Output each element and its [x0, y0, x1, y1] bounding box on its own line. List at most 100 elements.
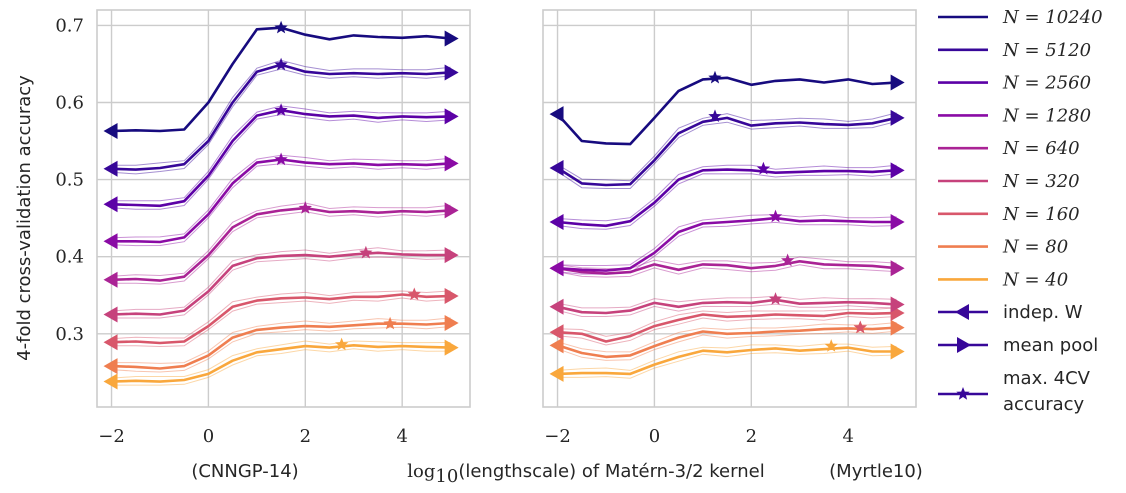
series-band-lower-1-6	[557, 315, 897, 346]
legend-label-2: N = 2560	[1002, 73, 1091, 94]
y-tick-label-0: 0.3	[55, 324, 84, 345]
x-axis-label-rest: (lengthscale) of Matérn-3/2 kernel	[458, 461, 764, 482]
max-star-0-6	[407, 287, 421, 301]
x-tick-label-1-0: −2	[544, 426, 571, 447]
meanpool-marker-0-7	[444, 314, 459, 331]
indep-marker-1-3	[549, 260, 564, 277]
max-star-1-1	[708, 109, 722, 122]
series-line-0-8	[111, 344, 451, 383]
panel-left-name: (CNNGP-14)	[191, 461, 298, 482]
meanpool-marker-0-3	[444, 155, 459, 172]
indep-marker-1-0	[549, 106, 564, 123]
indep-marker-1-5	[549, 298, 564, 315]
meanpool-marker-0-4	[444, 202, 459, 219]
meanpool-marker-1-0	[890, 74, 905, 91]
series-0-0	[103, 20, 459, 140]
series-band-lower-0-6	[111, 297, 451, 348]
frame-layer	[96, 9, 917, 408]
series-line-0-7	[111, 321, 451, 370]
y-tick-label-4: 0.7	[55, 15, 84, 36]
series-band-lower-0-5	[111, 256, 451, 319]
series-band-upper-1-7	[557, 322, 897, 353]
series-band-upper-1-6	[557, 307, 897, 337]
legend: N = 10240 N = 5120 N = 2560 N = 1280 N = 640…	[938, 7, 1103, 415]
meanpool-marker-0-2	[444, 108, 459, 125]
legend-label-6: N = 160	[1002, 204, 1080, 225]
indep-marker-1-8	[549, 365, 564, 382]
series-line-1-8	[557, 346, 897, 376]
max-star-0-3	[274, 152, 288, 166]
series-1-0	[549, 70, 905, 146]
series-0-8	[103, 337, 459, 390]
series-line-1-1	[556, 116, 897, 187]
max-star-0-0	[274, 20, 288, 34]
series-0-6	[103, 287, 459, 351]
x-tick-label-0-2: 2	[300, 426, 311, 447]
indep-marker-1-1	[549, 160, 564, 177]
series-0-7	[103, 314, 459, 375]
series-band-upper-0-5	[111, 247, 451, 312]
meanpool-marker-0-5	[444, 247, 459, 264]
meanpool-marker-0-0	[444, 30, 459, 47]
series-band-lower-0-4	[111, 211, 451, 285]
max-star-0-4	[298, 201, 312, 214]
y-tick-label-1: 0.4	[55, 247, 84, 268]
series-band-lower-0-8	[111, 348, 451, 386]
series-band-lower-1-1	[557, 120, 897, 189]
tick-layer: −2 0 2 4 0.3 0.4 0.5 0.6 0.7 −2 0 2 4	[55, 15, 854, 447]
x-axis-label-log: log	[407, 461, 435, 482]
series-0-1	[103, 57, 459, 177]
legend-label-0: N = 10240	[1002, 7, 1103, 28]
series-line-1-5	[557, 298, 897, 315]
panel-frame-1	[542, 9, 917, 408]
max-star-1-5	[768, 292, 783, 305]
meanpool-marker-1-3	[890, 213, 905, 230]
series-line-1-4	[557, 260, 897, 275]
indep-marker-1-6	[549, 324, 564, 341]
series-line-1-0	[556, 76, 897, 146]
series-band-lower-1-5	[557, 303, 897, 317]
indep-marker-0-4	[103, 271, 118, 288]
max-star-1-8	[824, 339, 838, 352]
series-band-lower-1-4	[557, 264, 897, 278]
series-1-2	[549, 161, 905, 230]
legend-meanpool-marker	[957, 337, 971, 353]
max-star-0-5	[359, 245, 373, 259]
series-band-lower-0-2	[111, 113, 451, 210]
series-1-8	[549, 339, 905, 382]
meanpool-marker-1-8	[890, 343, 905, 360]
x-axis-label-sub: 10	[435, 466, 458, 487]
series-band-lower-1-7	[557, 330, 897, 361]
series-band-lower-0-3	[111, 163, 451, 247]
series-line-1-3	[557, 216, 897, 272]
series-0-3	[103, 152, 459, 250]
max-star-0-8	[335, 337, 349, 351]
indep-marker-0-8	[103, 373, 118, 390]
legend-label-1: N = 5120	[1002, 40, 1091, 61]
meanpool-marker-1-7	[890, 319, 905, 336]
series-1-5	[549, 292, 905, 317]
y-axis-label: 4-fold cross-validation accuracy	[14, 75, 35, 361]
indep-marker-0-2	[103, 196, 118, 213]
panel-right-name: (Myrtle10)	[829, 461, 923, 482]
x-tick-label-0-1: 0	[203, 426, 214, 447]
series-line-1-2	[557, 168, 897, 228]
max-star-0-2	[274, 103, 288, 116]
series-band-lower-1-3	[557, 221, 897, 275]
series-band-upper-0-6	[111, 290, 451, 340]
meanpool-marker-0-6	[444, 287, 459, 304]
max-star-1-2	[756, 161, 771, 175]
legend-label-8: N = 40	[1002, 269, 1068, 290]
x-tick-label-1-1: 0	[649, 426, 660, 447]
legend-star-marker	[956, 387, 970, 400]
indep-marker-0-5	[103, 306, 118, 323]
series-line-0-6	[111, 293, 451, 345]
series-band-lower-0-7	[111, 326, 451, 373]
legend-label-meanpool: mean pool	[1003, 335, 1098, 356]
series-band-upper-1-8	[557, 343, 897, 371]
series-band-upper-0-8	[111, 340, 451, 379]
x-tick-label-1-3: 4	[842, 426, 853, 447]
series-0-2	[103, 103, 459, 213]
series-band-upper-1-3	[557, 214, 897, 266]
series-0-5	[103, 245, 459, 323]
